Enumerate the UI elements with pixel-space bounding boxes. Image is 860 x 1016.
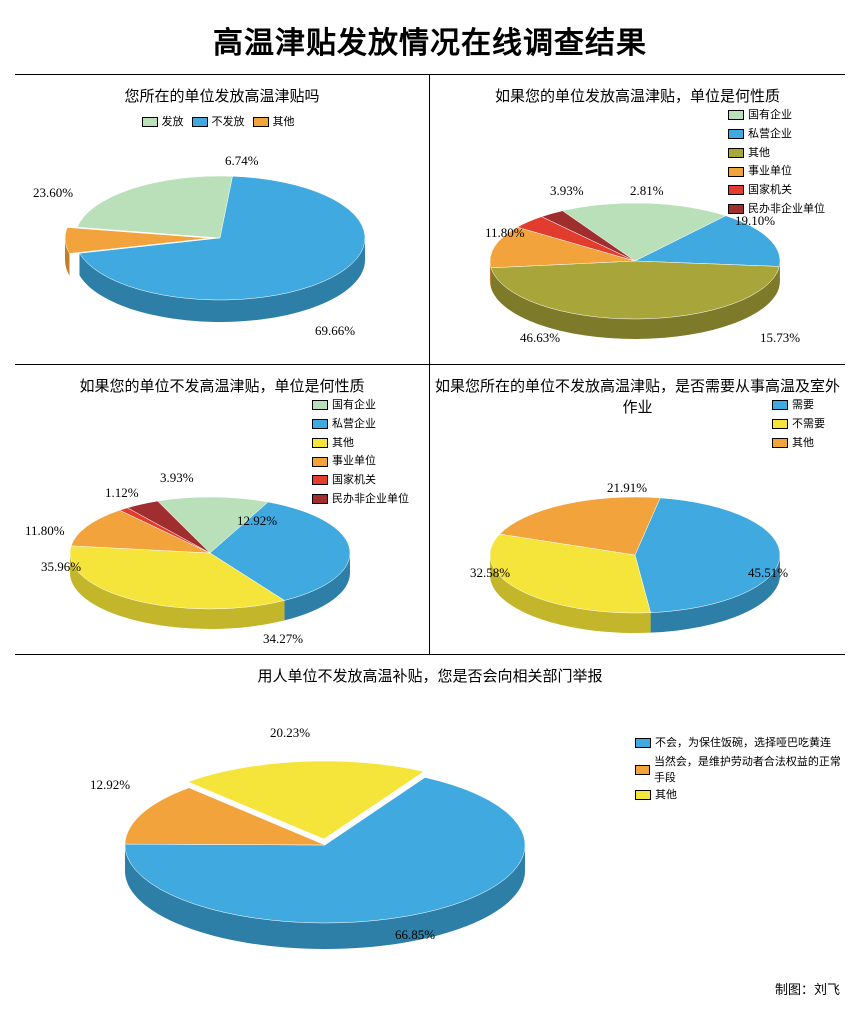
chart4-legend-item: 需要	[772, 397, 814, 414]
chart5-pie	[85, 725, 585, 955]
chart5-value-label: 20.23%	[270, 725, 310, 741]
chart3-pie	[35, 475, 395, 675]
legend-label: 需要	[792, 397, 814, 414]
legend-label: 其他	[273, 114, 295, 131]
chart2-legend-item: 私营企业	[728, 126, 792, 143]
chart4-legend: 需要不需要其他	[772, 397, 833, 453]
chart2-legend-item: 其他	[728, 145, 770, 162]
chart-grid: 您所在的单位发放高温津贴吗发放不发放其他23.60%69.66%6.74% 如果…	[15, 74, 845, 954]
chart3-legend-item: 国有企业	[312, 397, 376, 414]
chart4-cell: 如果您所在的单位不发放高温津贴，是否需要从事高温及室外作业需要不需要其他45.5…	[430, 364, 845, 654]
legend-label: 不会，为保住饭碗，选择哑巴吃黄连	[655, 735, 831, 752]
chart2-value-label: 11.80%	[485, 225, 525, 241]
chart1-cell: 您所在的单位发放高温津贴吗发放 不发放 其他 23.60% 69.66% 6.74%	[15, 74, 430, 364]
chart5-legend: 不会，为保住饭碗，选择哑巴吃黄连当然会，是维护劳动者合法权益的正常手段其他	[635, 735, 855, 806]
chart3-legend-item: 私营企业	[312, 416, 376, 433]
chart4-legend-item: 不需要	[772, 416, 825, 433]
legend-label: 私营企业	[748, 126, 792, 143]
chart3-legend-item: 事业单位	[312, 453, 376, 470]
chart2-value-label: 3.93%	[550, 183, 584, 199]
chart1-value-label: 23.60%	[33, 185, 73, 201]
chart2-value-label: 15.73%	[760, 330, 800, 346]
chart2-legend-item: 事业单位	[728, 163, 792, 180]
chart1-value-label: 69.66%	[315, 323, 355, 339]
chart4-value-label: 32.58%	[470, 565, 510, 581]
legend-label: 不需要	[792, 416, 825, 433]
legend-label: 其他	[792, 435, 814, 452]
chart2-legend-item: 国有企业	[728, 107, 792, 124]
chart5-value-label: 66.85%	[395, 927, 435, 943]
chart1-legend-item: 发放	[142, 114, 184, 131]
chart2-title: 如果您的单位发放高温津贴，单位是何性质	[430, 75, 845, 110]
legend-label: 事业单位	[748, 163, 792, 180]
chart5-cell: 用人单位不发放高温补贴，您是否会向相关部门举报不会，为保住饭碗，选择哑巴吃黄连当…	[15, 654, 845, 954]
legend-label: 国有企业	[748, 107, 792, 124]
credit-text: 制图：刘飞	[775, 979, 840, 998]
legend-label: 私营企业	[332, 416, 376, 433]
chart3-legend-item: 其他	[312, 435, 354, 452]
chart5-legend-item: 当然会，是维护劳动者合法权益的正常手段	[635, 754, 847, 787]
legend-label: 事业单位	[332, 453, 376, 470]
legend-label: 其他	[748, 145, 770, 162]
legend-label: 不发放	[212, 114, 245, 131]
chart3-value-label: 3.93%	[160, 470, 194, 486]
chart4-value-label: 45.51%	[748, 565, 788, 581]
chart3-value-label: 12.92%	[237, 513, 277, 529]
chart2-value-label: 46.63%	[520, 330, 560, 346]
legend-label: 发放	[162, 114, 184, 131]
legend-label: 其他	[655, 787, 677, 804]
chart1-legend-item: 其他	[253, 114, 295, 131]
main-title: 高温津贴发放情况在线调查结果	[0, 0, 860, 74]
chart4-value-label: 21.91%	[607, 480, 647, 496]
chart5-title: 用人单位不发放高温补贴，您是否会向相关部门举报	[15, 655, 845, 690]
chart3-title: 如果您的单位不发高温津贴，单位是何性质	[15, 365, 429, 400]
chart5-value-label: 12.92%	[90, 777, 130, 793]
chart3-value-label: 11.80%	[25, 523, 65, 539]
legend-label: 当然会，是维护劳动者合法权益的正常手段	[654, 754, 847, 787]
chart1-legend-item: 不发放	[192, 114, 245, 131]
chart1-title: 您所在的单位发放高温津贴吗	[15, 75, 429, 110]
chart1-legend: 发放 不发放 其他	[15, 110, 429, 135]
chart3-value-label: 34.27%	[263, 631, 303, 647]
chart3-value-label: 1.12%	[105, 485, 139, 501]
chart2-value-label: 2.81%	[630, 183, 664, 199]
chart1-value-label: 6.74%	[225, 153, 259, 169]
chart2-value-label: 19.10%	[735, 213, 775, 229]
chart5-legend-item: 不会，为保住饭碗，选择哑巴吃黄连	[635, 735, 831, 752]
legend-label: 国有企业	[332, 397, 376, 414]
chart4-legend-item: 其他	[772, 435, 814, 452]
chart3-value-label: 35.96%	[41, 559, 81, 575]
chart2-cell: 如果您的单位发放高温津贴，单位是何性质国有企业私营企业其他事业单位国家机关民办非…	[430, 74, 845, 364]
chart3-cell: 如果您的单位不发高温津贴，单位是何性质国有企业私营企业其他事业单位国家机关民办非…	[15, 364, 430, 654]
chart5-legend-item: 其他	[635, 787, 677, 804]
legend-label: 其他	[332, 435, 354, 452]
